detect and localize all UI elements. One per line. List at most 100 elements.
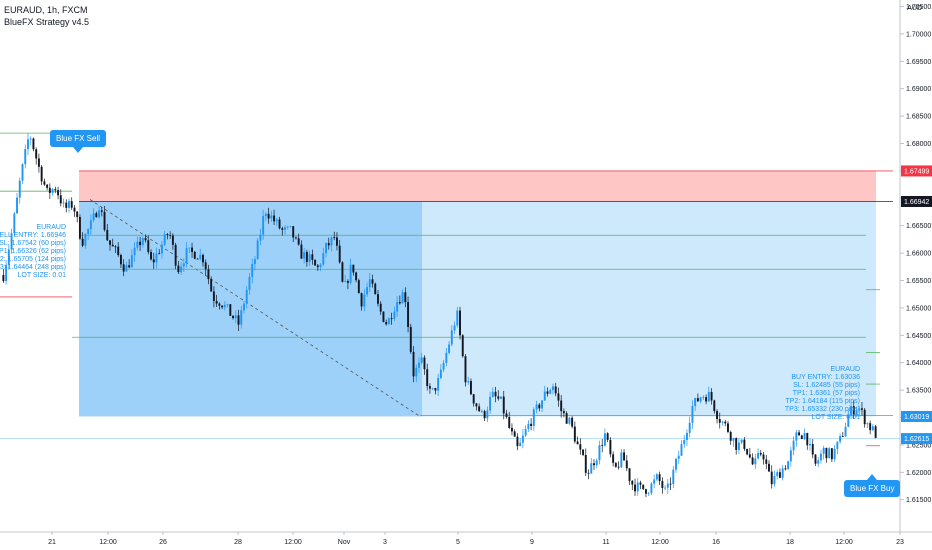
candle-body	[866, 423, 869, 425]
candle-body	[461, 335, 464, 357]
candle-body	[871, 426, 874, 431]
currency-label: AUD	[907, 5, 922, 12]
candle-body	[519, 442, 522, 447]
candle-body	[860, 408, 863, 410]
buy-info-entry: BUY ENTRY: 1.63036	[791, 374, 860, 381]
candle-body	[122, 264, 125, 272]
candle-body	[177, 265, 180, 273]
candle-body	[530, 423, 533, 426]
candle-body	[661, 481, 664, 488]
candle-body	[158, 253, 161, 255]
candle-body	[374, 283, 377, 295]
candle-body	[385, 321, 388, 325]
candle-body	[379, 303, 382, 312]
sell-info-tp1: TP1: 1.66326 (62 pips)	[0, 248, 66, 255]
price-marker	[901, 433, 932, 445]
candle-body	[497, 396, 500, 399]
candle-body	[248, 276, 251, 290]
candle-body	[614, 462, 617, 467]
price-marker-label: 1.66942	[904, 199, 929, 206]
candle-body	[445, 352, 448, 363]
price-tick-label: 1.70000	[906, 31, 931, 38]
candle-body	[841, 436, 844, 437]
candle-body	[653, 479, 656, 484]
candle-body	[557, 393, 560, 401]
candle-body	[874, 426, 877, 438]
candle-body	[595, 460, 598, 466]
candle-body	[57, 190, 60, 196]
candle-body	[103, 211, 106, 230]
candle-body	[171, 235, 174, 245]
candle-body	[54, 189, 57, 191]
candle-body	[87, 229, 90, 234]
candle-body	[415, 367, 418, 377]
candle-body	[647, 493, 650, 495]
candle-body	[554, 386, 557, 394]
candle-body	[341, 262, 344, 282]
candle-body	[535, 404, 538, 410]
candle-body	[672, 469, 675, 484]
candle-body	[275, 219, 278, 222]
candle-body	[573, 426, 576, 442]
candle-body	[828, 448, 831, 459]
time-tick-label: 18	[786, 539, 794, 546]
candle-body	[737, 442, 740, 450]
candle-body	[718, 419, 721, 423]
candle-body	[707, 391, 710, 402]
candle-body	[680, 444, 683, 456]
candle-body	[593, 463, 595, 466]
candle-body	[434, 388, 437, 391]
buy-signal-tag[interactable]: Blue FX Buy	[844, 474, 901, 497]
candle-body	[215, 300, 218, 304]
candle-body	[456, 310, 459, 326]
candle-body	[568, 417, 571, 424]
candle-body	[245, 289, 248, 304]
buy-info-sl: SL: 1.62485 (55 pips)	[793, 382, 860, 389]
candle-body	[344, 280, 347, 282]
candle-body	[92, 213, 95, 221]
candle-body	[404, 292, 407, 303]
candle-body	[286, 226, 289, 228]
candle-body	[426, 369, 429, 387]
candle-body	[852, 406, 855, 415]
candle-body	[166, 234, 169, 235]
price-tick-label: 1.61500	[906, 497, 931, 504]
candle-body	[212, 291, 215, 301]
candle-body	[521, 435, 524, 443]
candle-body	[705, 397, 708, 402]
time-tick-label: 9	[530, 539, 534, 546]
candle-body	[218, 303, 221, 306]
time-tick-label: 21	[48, 539, 56, 546]
price-tick-label: 1.62000	[906, 470, 931, 477]
candle-body	[787, 461, 790, 470]
candle-body	[598, 445, 601, 461]
candle-body	[333, 237, 336, 238]
candle-body	[855, 410, 858, 415]
candle-body	[185, 248, 188, 264]
candle-body	[587, 472, 590, 474]
candle-body	[552, 386, 554, 391]
candle-body	[478, 406, 481, 412]
candle-body	[527, 423, 530, 430]
candle-body	[210, 279, 213, 292]
candle-body	[505, 413, 508, 418]
candle-body	[809, 443, 811, 446]
candle-body	[393, 311, 396, 320]
sell-signal-tag[interactable]: Blue FX Sell	[50, 130, 107, 153]
candle-body	[338, 245, 341, 263]
candle-body	[746, 448, 749, 455]
candle-body	[748, 454, 751, 458]
candle-body	[806, 433, 809, 446]
candle-body	[664, 487, 667, 489]
candle-body	[366, 287, 369, 295]
candle-body	[800, 435, 803, 439]
candle-body	[727, 423, 729, 432]
candle-body	[743, 439, 746, 449]
candle-body	[62, 202, 65, 204]
candle-body	[532, 409, 535, 426]
candle-body	[355, 272, 358, 281]
candle-body	[193, 251, 196, 259]
candle-body	[243, 303, 245, 311]
